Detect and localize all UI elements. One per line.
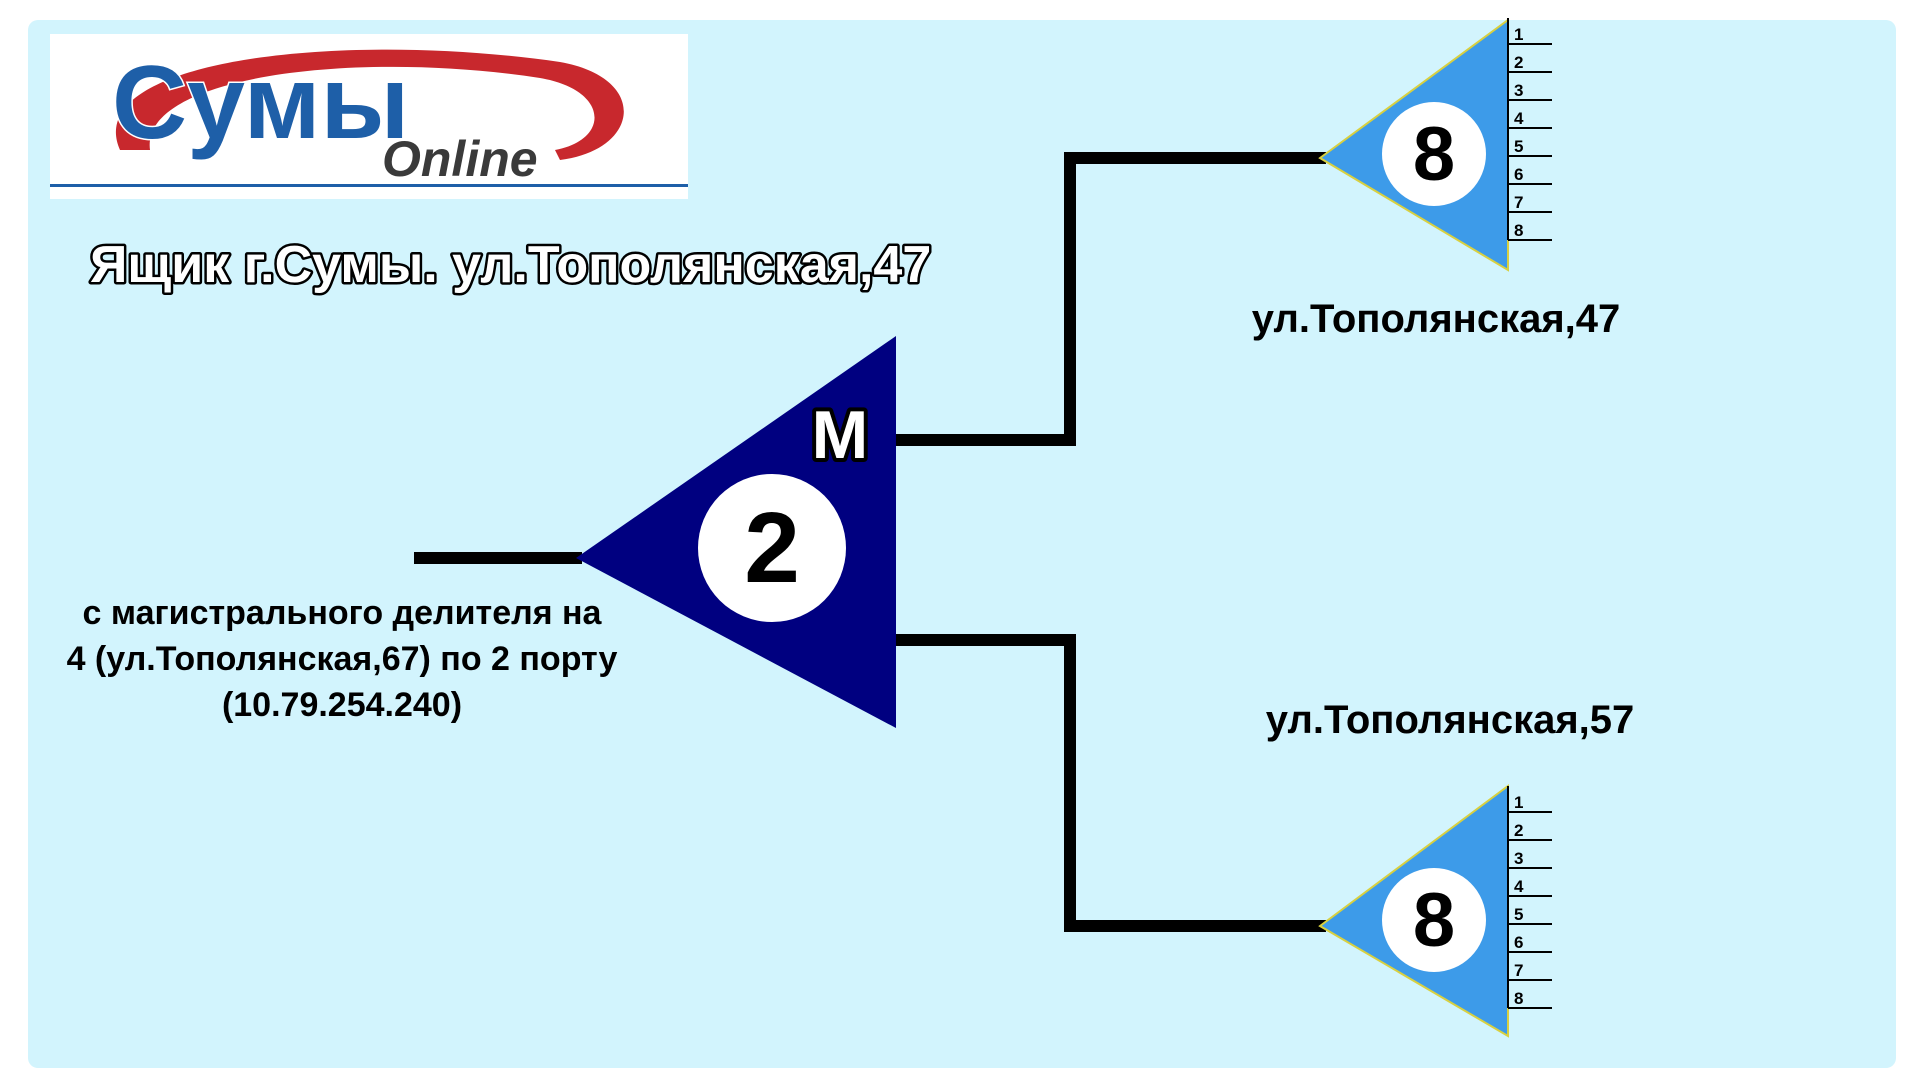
branch-splitter-ratio: 8: [1413, 878, 1455, 963]
logo-underline: [50, 184, 688, 187]
port-number: 4: [1514, 877, 1524, 896]
diagram-panel: [28, 20, 1896, 1068]
port-number: 8: [1514, 989, 1523, 1008]
branch-splitter-top: 8 1 2 3 4 5 6 7 8: [1318, 18, 1552, 272]
diagram-title: Ящик г.Сумы. ул.Тополянская,47: [90, 236, 931, 294]
branch-splitter-ratio-circle: [1382, 868, 1486, 972]
main-splitter-ratio: 2: [744, 492, 800, 604]
branch-splitter-ratio: 8: [1413, 112, 1455, 197]
branch-line-top: [886, 152, 1326, 446]
main-splitter: 2 M: [576, 336, 896, 728]
port-number: 2: [1514, 53, 1523, 72]
port-number: 1: [1514, 25, 1523, 44]
port-number: 5: [1514, 905, 1523, 924]
input-note-line: с магистрального делителя на: [83, 594, 603, 632]
branch-address-top: ул.Тополянская,47: [1252, 297, 1621, 341]
port-number: 7: [1514, 193, 1523, 212]
logo-swoosh-icon: [115, 49, 624, 160]
logo-brand-text: Сумы: [112, 45, 409, 161]
port-number: 8: [1514, 221, 1523, 240]
input-note-line: (10.79.254.240): [222, 686, 462, 724]
port-number: 1: [1514, 793, 1523, 812]
port-number: 4: [1514, 109, 1524, 128]
input-note: с магистрального делителя на 4 (ул.Топол…: [67, 594, 618, 724]
port-number: 3: [1514, 849, 1523, 868]
branch-line-bottom: [886, 634, 1326, 932]
branch-splitter-ratio-circle: [1382, 102, 1486, 206]
port-number: 2: [1514, 821, 1523, 840]
port-number: 3: [1514, 81, 1523, 100]
logo-sub-text: Online: [382, 131, 538, 187]
port-list: 1 2 3 4 5 6 7 8: [1507, 18, 1552, 241]
port-list: 1 2 3 4 5 6 7 8: [1507, 786, 1552, 1009]
main-splitter-marker: M: [812, 397, 869, 473]
branch-splitter-bottom: 8 1 2 3 4 5 6 7 8: [1318, 784, 1552, 1038]
main-splitter-ratio-circle: [698, 474, 846, 622]
connection-lines: [414, 152, 1326, 932]
port-number: 6: [1514, 933, 1523, 952]
logo: Сумы Online: [50, 34, 688, 199]
port-number: 5: [1514, 137, 1523, 156]
port-number: 6: [1514, 165, 1523, 184]
input-note-line: 4 (ул.Тополянская,67) по 2 порту: [67, 640, 618, 678]
branch-address-bottom: ул.Тополянская,57: [1266, 698, 1635, 742]
port-number: 7: [1514, 961, 1523, 980]
